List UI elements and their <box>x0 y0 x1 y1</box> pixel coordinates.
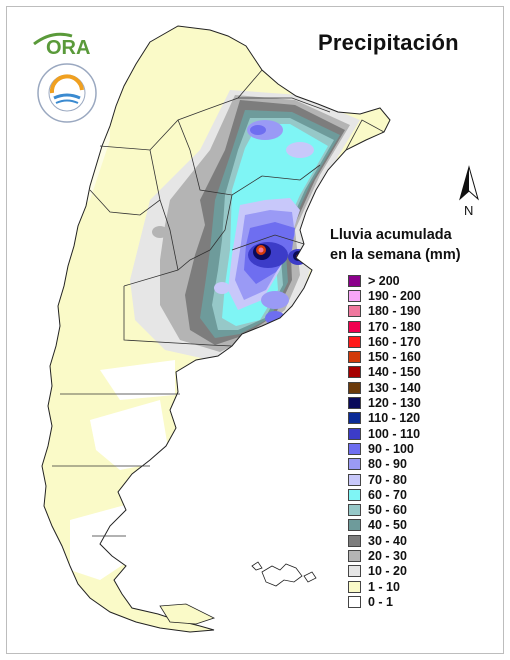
legend-label: 80 - 90 <box>368 457 407 472</box>
legend-label: 30 - 40 <box>368 533 407 548</box>
legend-label: 1 - 10 <box>368 579 400 594</box>
legend-label: 140 - 150 <box>368 365 421 380</box>
legend-swatch <box>348 381 361 394</box>
legend-swatch <box>348 442 361 455</box>
legend-item: 1 - 10 <box>348 579 421 594</box>
legend-label: > 200 <box>368 273 400 288</box>
north-arrow-icon: N <box>459 165 479 217</box>
legend-swatch <box>348 549 361 562</box>
legend-swatch <box>348 519 361 532</box>
legend-item: 110 - 120 <box>348 411 421 426</box>
legend-item: 100 - 110 <box>348 426 421 441</box>
legend-item: 70 - 80 <box>348 472 421 487</box>
legend-label: 160 - 170 <box>368 334 421 349</box>
legend-item: 40 - 50 <box>348 518 421 533</box>
legend-label: 110 - 120 <box>368 411 421 426</box>
legend-item: 160 - 170 <box>348 334 421 349</box>
ora-logo: ORA <box>33 32 90 59</box>
legend-label: 20 - 30 <box>368 548 407 563</box>
legend-label: 150 - 160 <box>368 350 421 365</box>
legend-item: 0 - 1 <box>348 594 421 609</box>
legend-item: > 200 <box>348 273 421 288</box>
legend-title-line2: en la semana (mm) <box>330 247 461 263</box>
legend-label: 100 - 110 <box>368 426 421 441</box>
legend-title: Lluvia acumulada en la semana (mm) <box>330 225 461 265</box>
map-frame <box>6 6 504 654</box>
legend-swatch <box>348 473 361 486</box>
legend-label: 0 - 1 <box>368 594 394 609</box>
legend-item: 10 - 20 <box>348 564 421 579</box>
legend-swatch <box>348 504 361 517</box>
legend-item: 90 - 100 <box>348 441 421 456</box>
legend-swatch <box>348 335 361 348</box>
legend-item: 60 - 70 <box>348 487 421 502</box>
legend-item: 180 - 190 <box>348 304 421 319</box>
ora-logo-text: ORA <box>46 37 90 59</box>
legend-label: 10 - 20 <box>368 564 407 579</box>
malvinas-islands <box>251 561 317 587</box>
legend-swatch <box>348 595 361 608</box>
legend-swatch <box>348 427 361 440</box>
legend-label: 50 - 60 <box>368 503 407 518</box>
map-title: Precipitación <box>318 30 459 55</box>
legend-item: 80 - 90 <box>348 457 421 472</box>
legend-swatch <box>348 274 361 287</box>
legend-label: 60 - 70 <box>368 487 407 502</box>
legend-swatch <box>348 565 361 578</box>
rain-field <box>42 60 360 580</box>
legend-label: 170 - 180 <box>368 319 421 334</box>
legend-item: 170 - 180 <box>348 319 421 334</box>
legend-item: 130 - 140 <box>348 380 421 395</box>
legend-swatch <box>348 534 361 547</box>
legend-swatch <box>348 580 361 593</box>
north-label: N <box>464 203 473 217</box>
legend-item: 190 - 200 <box>348 288 421 303</box>
legend-label: 130 - 140 <box>368 380 421 395</box>
legend-swatch <box>348 351 361 364</box>
legend-item: 140 - 150 <box>348 365 421 380</box>
legend-swatch <box>348 458 361 471</box>
province-borders <box>41 25 391 633</box>
legend-swatch <box>348 397 361 410</box>
legend-label: 180 - 190 <box>368 304 421 319</box>
legend-label: 120 - 130 <box>368 396 421 411</box>
legend-swatch <box>348 412 361 425</box>
legend-title-line1: Lluvia acumulada <box>330 227 452 243</box>
legend-swatch <box>348 488 361 501</box>
legend-swatch <box>348 320 361 333</box>
legend-item: 50 - 60 <box>348 502 421 517</box>
legend-item: 120 - 130 <box>348 395 421 410</box>
legend-item: 150 - 160 <box>348 349 421 364</box>
legend-item: 30 - 40 <box>348 533 421 548</box>
smn-seal-logo <box>37 63 97 123</box>
legend-swatch <box>348 366 361 379</box>
legend-item: 20 - 30 <box>348 548 421 563</box>
legend-swatch <box>348 289 361 302</box>
tierra-del-fuego <box>159 603 216 625</box>
legend: > 200 190 - 200 180 - 190 170 - 180 160 - 17… <box>348 273 421 610</box>
legend-label: 70 - 80 <box>368 472 407 487</box>
legend-label: 90 - 100 <box>368 441 414 456</box>
legend-swatch <box>348 305 361 318</box>
legend-label: 190 - 200 <box>368 288 421 303</box>
legend-label: 40 - 50 <box>368 518 407 533</box>
